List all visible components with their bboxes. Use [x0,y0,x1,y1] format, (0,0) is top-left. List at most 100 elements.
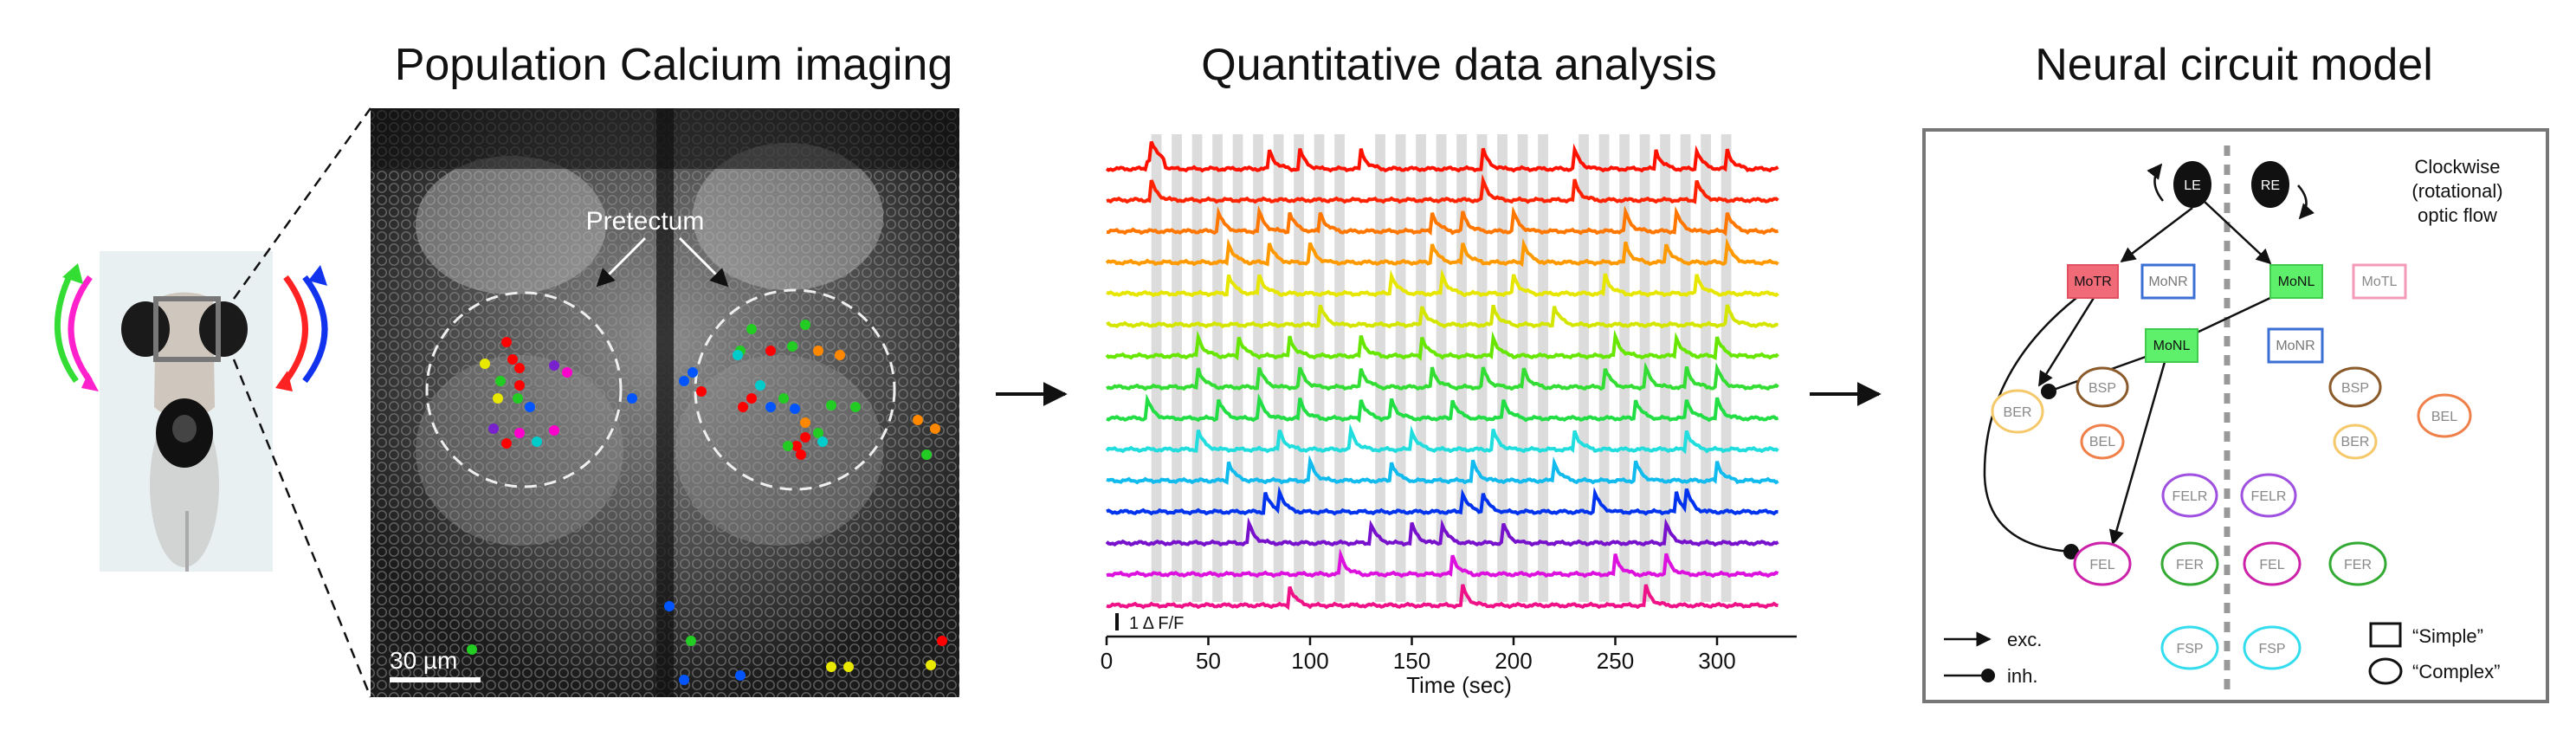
roi-dot [532,436,542,447]
roi-dot [679,675,689,685]
scale-bar-label: 30 µm [390,647,457,674]
pretectum-outline-right [694,288,896,491]
node-motl [2352,263,2407,300]
roi-dot [755,380,765,391]
node-fel-right-label: FEL [2259,558,2284,572]
roi-dot [783,441,793,451]
analysis-title: Quantitative data analysis [1201,40,1716,90]
roi-dot [850,402,861,412]
node-monl-mid-label: MoNL [2153,339,2191,353]
roi-dot [826,400,836,411]
roi-dots [467,320,947,685]
roi-dot [562,367,572,378]
stimulus-bar [1416,134,1426,602]
connection-monl-fel [2108,361,2166,546]
roi-dot [735,670,746,681]
roi-dot [488,423,499,434]
calcium-trace [1105,329,1779,361]
roi-dot [843,662,854,672]
legend-complex-label: “Complex” [2412,661,2500,682]
node-monl-mid [2145,328,2198,363]
roi-dot [787,341,797,352]
roi-dot [733,350,743,360]
roi-dot [817,436,828,447]
stimulus-bar [1619,134,1630,602]
roi-dot [688,367,698,378]
roi-dot [686,636,696,646]
node-fer-right [2328,541,2387,586]
calcium-trace [1106,547,1779,579]
rotation-arrows-right [275,265,328,391]
node-monr-mid-label: MoNR [2276,339,2315,353]
stimulus-bar [1172,134,1182,602]
stimulus-bar [1375,134,1385,602]
calcium-trace [1106,485,1779,516]
stimulus-bar [1598,134,1610,602]
node-bsp-left-label: BSP [2089,381,2116,396]
node-monl-top-label: MoNL [2278,275,2315,289]
node-motl-label: MoTL [2362,275,2398,289]
x-axis-title: Time (sec) [1406,672,1512,698]
node-fer-right-label: FER [2344,558,2372,572]
roi-dot [679,376,689,386]
roi-dot [813,428,823,438]
node-fel-right [2243,541,2302,586]
connection-motr-ber [2037,297,2095,387]
x-tick-label: 50 [1196,648,1221,674]
x-ticks: 0 50 100 150 200 250 300 [1101,637,1736,674]
calcium-trace [1106,393,1779,423]
stimulus-bar [1395,134,1406,602]
zoom-line-bottom [232,359,372,698]
roi-dot [549,360,559,371]
node-monr-top-label: MoNR [2148,275,2187,289]
flow-label-2: (rotational) [2411,180,2502,202]
roi-dot [664,601,675,611]
calcium-trace [1106,173,1779,204]
calcium-trace [1106,268,1779,298]
x-tick-label: 100 [1291,648,1328,674]
left-eye-label: LE [2184,178,2201,193]
stimulus-bar [1579,134,1589,602]
x-tick-label: 150 [1393,648,1430,674]
roi-dot [790,404,800,414]
stimulus-bar [1721,134,1732,602]
roi-dot [507,354,518,365]
node-motr-label: MoTR [2074,275,2112,289]
calcium-trace [1106,454,1779,485]
calcium-micrograph [371,108,959,697]
calcium-trace [1106,205,1779,236]
stimulus-bar [1660,134,1670,602]
node-monl-top [2269,264,2323,299]
model-title: Neural circuit model [2035,40,2433,90]
node-bel-left-label: BEL [2089,435,2115,449]
roi-dot [765,402,776,412]
stimulus-bar [1314,134,1325,602]
node-fer-left [2160,541,2219,586]
node-ber-left [1991,389,2044,434]
node-felr-left-label: FELR [2172,489,2208,504]
larva-illustration [100,251,273,572]
roi-dot [746,324,757,334]
roi-dot [800,432,810,443]
node-motr [2067,264,2119,299]
pretectum-outline-left [425,291,623,488]
flow-label-3: optic flow [2418,204,2497,226]
roi-dot [926,660,936,670]
roi-dot [765,346,776,356]
calcium-trace [1106,304,1779,329]
node-ber-left-label: BER [2004,405,2032,420]
calcium-traces [1105,140,1779,611]
stimulus-bar [1436,134,1447,602]
trace-axes: 0 50 100 150 200 250 300 Time (sec) 1 Δ F/F [1101,613,1797,698]
calcium-trace [1106,584,1779,611]
stimulus-bar [1273,134,1284,602]
node-monr-mid [2267,327,2324,364]
right-eye-label: RE [2261,178,2280,193]
right-eye-rotation-arrow [2297,184,2315,220]
connection-le-motr [2120,207,2193,263]
node-felr-right-label: FELR [2251,489,2287,504]
roi-dot [937,636,947,646]
legend-complex-shape [2368,657,2403,685]
node-bel-right [2417,393,2472,438]
roi-dot [913,415,923,425]
